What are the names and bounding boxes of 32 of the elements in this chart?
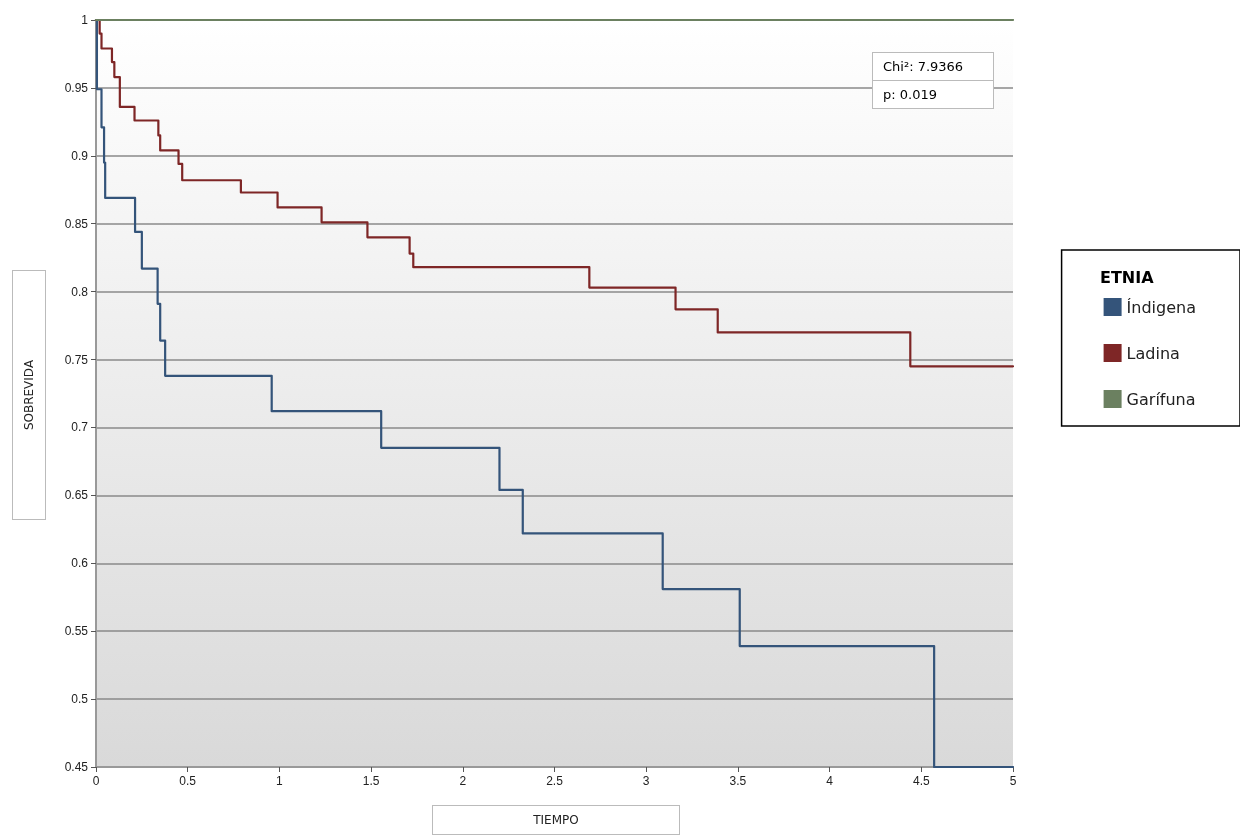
x-tick-label: 3.5 bbox=[729, 774, 747, 788]
x-tick-label: 0.5 bbox=[179, 774, 197, 788]
y-tick-label: 0.6 bbox=[71, 556, 89, 571]
x-tick-label: 2 bbox=[459, 774, 467, 788]
x-tick-label: 5 bbox=[1009, 774, 1017, 788]
x-tick-label: 4 bbox=[826, 774, 834, 788]
legend-label: Garífuna bbox=[1126, 389, 1196, 409]
x-tick-label: 2.5 bbox=[546, 774, 564, 788]
y-tick-label: 0.85 bbox=[64, 216, 89, 231]
annotation: p: 0.019 bbox=[873, 80, 993, 108]
y-tick-label: 0.95 bbox=[64, 80, 89, 95]
y-tick-label: 0.9 bbox=[71, 148, 89, 163]
annotation: Chi²: 7.9366 bbox=[882, 58, 965, 76]
y-tick-label: 0.7 bbox=[71, 420, 89, 435]
stats-table: Chi²: 7.9366 p: 0.019 bbox=[872, 52, 994, 109]
y-tick-label: 0.8 bbox=[71, 284, 89, 299]
y-tick-label: 0.45 bbox=[64, 760, 89, 774]
y-tick-label: 0.5 bbox=[71, 692, 89, 707]
x-tick-label: 1 bbox=[276, 774, 284, 788]
legend-title: ETNIA bbox=[1100, 268, 1154, 287]
legend-label: Ladina bbox=[1126, 343, 1180, 363]
x-tick-label: 3 bbox=[642, 774, 650, 788]
x-tick-label: 0 bbox=[92, 774, 100, 788]
y-tick-label: 1 bbox=[81, 13, 89, 27]
x-axis-title: TIEMPO bbox=[432, 805, 680, 835]
legend-label: Índigena bbox=[1126, 297, 1196, 317]
x-tick-label: 1.5 bbox=[362, 774, 380, 788]
y-axis-title: SOBREVIDA bbox=[22, 359, 37, 431]
y-tick-label: 0.65 bbox=[64, 488, 89, 503]
y-tick-label: 0.75 bbox=[64, 352, 89, 367]
y-tick-label: 0.55 bbox=[64, 624, 89, 639]
x-tick-label: 4.5 bbox=[912, 774, 930, 788]
